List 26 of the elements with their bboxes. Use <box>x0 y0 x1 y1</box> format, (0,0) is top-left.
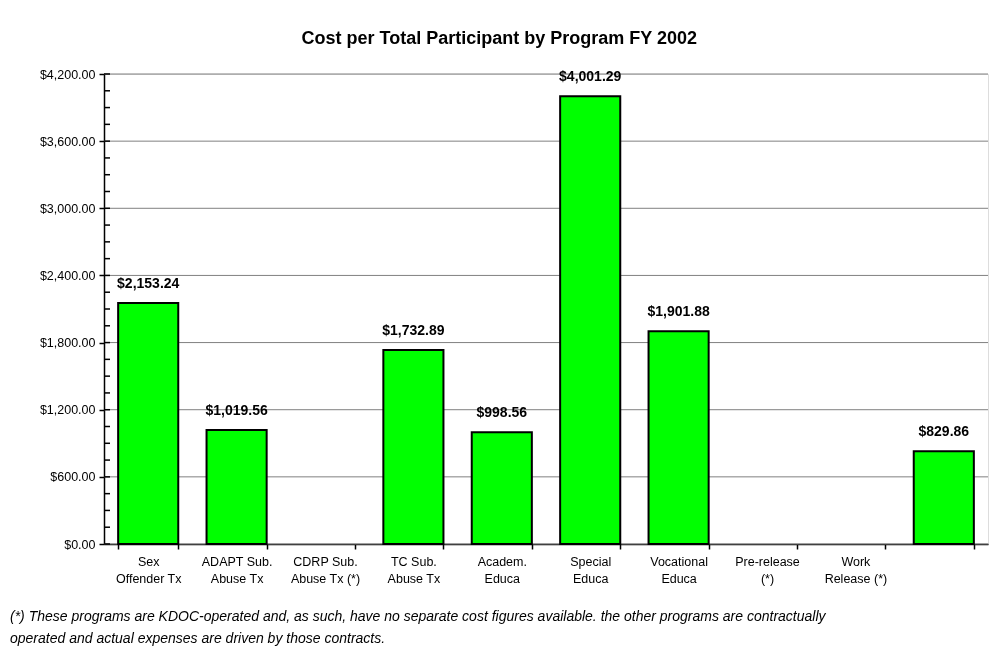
y-tick-label: $3,600.00 <box>39 134 96 149</box>
data-label: $2,153.24 <box>117 275 180 292</box>
x-tick-label: Pre-release (*) <box>735 554 800 586</box>
data-label: $4,001.29 <box>559 68 622 85</box>
x-tick-label: ADAPT Sub. Abuse Tx <box>201 554 273 586</box>
x-tick-label: Academ. Educa <box>477 554 527 586</box>
chart-title: Cost per Total Participant by Program FY 2002 <box>301 28 697 48</box>
x-tick-label: CDRP Sub. Abuse Tx (*) <box>290 554 361 586</box>
data-label: $998.56 <box>476 404 528 421</box>
y-tick-label: $1,200.00 <box>39 403 96 418</box>
y-tick-label: $2,400.00 <box>39 268 96 283</box>
x-tick-label: Sex Offender Tx <box>115 554 183 586</box>
y-tick-label: $3,000.00 <box>39 201 96 216</box>
x-tick-label: Vocational Educa <box>650 554 708 586</box>
y-tick-label: $4,200.00 <box>39 67 96 82</box>
y-tick-label: $0.00 <box>64 537 96 552</box>
y-tick-label: $600.00 <box>50 470 96 485</box>
data-label: $1,019.56 <box>205 401 268 418</box>
data-label: $1,901.88 <box>647 303 710 320</box>
data-label: $1,732.89 <box>382 322 445 339</box>
y-tick-label: $1,800.00 <box>39 336 96 351</box>
text: (*) These programs are KDOC-operated and, as such, have no separate cost figures available. the other programs are contractually operated and actual expenses are driven by those contracts. <box>10 608 827 646</box>
x-tick-label: Special Educa <box>570 554 612 586</box>
x-tick-label: Work Release (*) <box>824 554 888 586</box>
data-label: $829.86 <box>918 423 970 440</box>
x-tick-label: TC Sub. Abuse Tx <box>387 554 441 586</box>
